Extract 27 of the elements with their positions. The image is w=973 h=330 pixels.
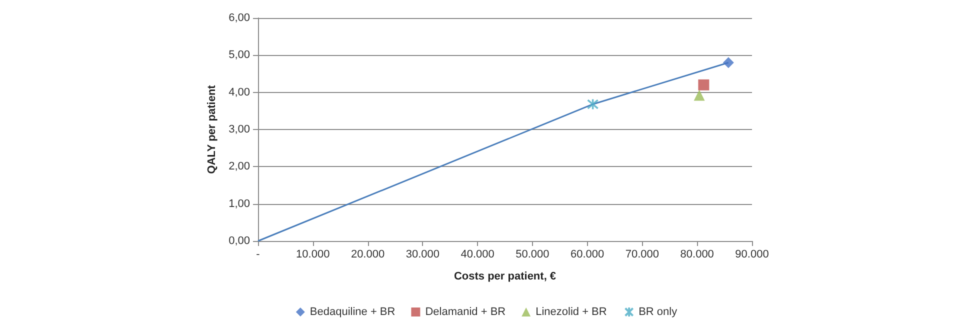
y-tick-label: 6,00 xyxy=(228,12,250,24)
legend-label: Bedaquiline + BR xyxy=(310,306,396,318)
x-tick-label: 50.000 xyxy=(516,248,550,260)
x-tick-label: 10.000 xyxy=(296,248,330,260)
x-axis-title: Costs per patient, € xyxy=(454,270,556,282)
point xyxy=(586,98,599,110)
point xyxy=(698,79,710,90)
y-tick-label: 5,00 xyxy=(228,49,250,62)
y-tick-label: 1,00 xyxy=(228,198,250,210)
x-tick-label: 70.000 xyxy=(625,248,660,260)
x-tick-label: 60.000 xyxy=(570,248,604,260)
y-tick-label: 0,00 xyxy=(228,235,250,247)
point xyxy=(722,57,734,68)
point xyxy=(694,90,705,101)
x-tick-label: 20.000 xyxy=(350,248,385,260)
y-tick-label: 3,00 xyxy=(228,124,250,136)
y-tick-label: 4,00 xyxy=(228,86,250,98)
legend-label: Linezolid + BR xyxy=(536,306,607,318)
x-tick-label: 30.000 xyxy=(406,248,440,260)
x-tick-label: 80.000 xyxy=(680,248,714,260)
x-tick-label: 90.000 xyxy=(735,248,769,260)
y-tick-label: 2,00 xyxy=(228,160,250,173)
legend-label: BR only xyxy=(638,306,678,318)
y-axis-title: QALY per patient xyxy=(206,84,218,174)
legend-label: Delamanid + BR xyxy=(425,306,506,318)
x-tick-label: - xyxy=(256,248,260,260)
x-tick-label: 40.000 xyxy=(460,248,494,260)
